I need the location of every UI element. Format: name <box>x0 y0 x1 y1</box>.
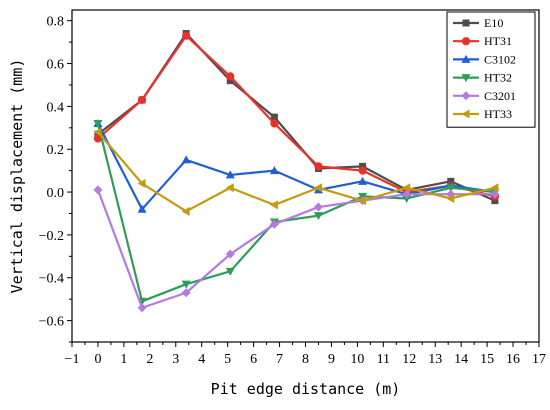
data-point-c3201 <box>137 303 147 313</box>
y-tick-label: 0.4 <box>47 100 65 115</box>
x-tick-label: −1 <box>65 352 80 367</box>
data-point-ht32 <box>313 212 323 221</box>
data-point-c3102 <box>358 176 368 185</box>
data-point-ht31 <box>358 166 367 175</box>
legend-marker-e10 <box>462 19 470 27</box>
y-tick-label: −0.4 <box>39 272 64 287</box>
x-tick-label: 15 <box>480 352 494 367</box>
legend-label-ht32: HT32 <box>484 71 512 85</box>
series-line-ht33 <box>97 131 496 213</box>
data-point-ht33 <box>313 183 322 193</box>
legend-box <box>446 11 536 128</box>
series-line-c3201 <box>96 189 495 309</box>
x-tick-label: 3 <box>172 352 179 367</box>
axes-layer: −1 0 1 2 3 4 5 6 7 8 9 10 11 12 13 14 15 16 17−0.6−0.4−0.2… <box>39 9 546 367</box>
series-e10 <box>94 30 499 205</box>
data-point-ht32 <box>446 184 456 193</box>
data-point-ht31 <box>270 119 279 128</box>
data-point-ht32 <box>93 120 103 129</box>
x-tick-label: 1 <box>120 352 127 367</box>
y-tick-label: 0.0 <box>47 186 65 201</box>
data-point-e10 <box>491 197 499 205</box>
data-point-c3201 <box>490 189 500 199</box>
data-point-ht33 <box>402 183 411 193</box>
legend-label-ht31: HT31 <box>484 34 512 48</box>
x-tick-label: 6 <box>250 352 257 367</box>
legend-marker-c3102 <box>461 54 471 63</box>
data-point-c3201 <box>269 219 279 229</box>
data-point-c3102 <box>225 170 235 179</box>
series-ht32 <box>93 120 500 306</box>
data-point-ht31 <box>93 134 103 143</box>
x-tick-label: 9 <box>328 352 335 367</box>
series-layer <box>93 30 500 313</box>
data-point-ht33 <box>269 200 278 210</box>
x-tick-label: 11 <box>377 352 390 367</box>
series-line-ht31 <box>97 34 496 198</box>
data-point-c3102 <box>137 204 147 213</box>
series-line-c3102 <box>96 123 496 211</box>
y-tick-label: 0.6 <box>47 58 65 73</box>
data-point-ht31 <box>182 31 191 40</box>
data-point-e10 <box>270 113 278 121</box>
legend-marker-ht33 <box>461 109 470 119</box>
data-point-ht32 <box>181 280 191 289</box>
y-axis-title: Vertical displacement (mm) <box>8 59 26 294</box>
data-point-c3102 <box>181 155 191 164</box>
legend-label-ht33: HT33 <box>484 107 512 121</box>
x-tick-label: 5 <box>224 352 231 367</box>
data-point-c3201 <box>402 189 412 199</box>
x-tick-label: 2 <box>146 352 153 367</box>
data-point-ht31 <box>137 95 147 105</box>
y-tick-label: 0.2 <box>47 143 65 158</box>
y-tick-label: 0.8 <box>47 15 65 30</box>
x-tick-label: 10 <box>350 352 364 367</box>
x-tick-label: 14 <box>454 352 468 367</box>
x-tick-label: 16 <box>506 352 520 367</box>
data-point-ht33 <box>225 183 234 193</box>
series-line-e10 <box>97 32 496 202</box>
data-point-ht33 <box>137 178 146 188</box>
series-ht31 <box>93 31 499 201</box>
y-tick-label: −0.2 <box>39 229 64 244</box>
x-tick-label: 8 <box>302 352 309 367</box>
data-point-e10 <box>226 77 234 85</box>
x-tick-label: 0 <box>94 352 101 367</box>
data-point-ht32 <box>225 267 235 276</box>
y-tick-label: −0.6 <box>39 315 64 330</box>
legend-marker-ht31 <box>461 37 471 46</box>
x-tick-label: 7 <box>276 352 283 367</box>
data-point-ht33 <box>490 183 499 193</box>
series-c3102 <box>93 119 500 213</box>
series-c3201 <box>93 185 500 313</box>
data-point-ht31 <box>314 162 323 171</box>
data-point-ht31 <box>226 72 235 81</box>
x-tick-label: 4 <box>198 352 205 367</box>
x-axis-title: Pit edge distance (m) <box>211 380 401 398</box>
data-point-ht33 <box>181 206 190 216</box>
legend-marker-c3201 <box>461 91 471 101</box>
x-tick-label: 13 <box>428 352 442 367</box>
series-ht33 <box>93 127 499 216</box>
data-point-c3201 <box>313 202 323 212</box>
data-point-ht33 <box>93 127 102 137</box>
x-tick-label: 12 <box>402 352 416 367</box>
x-tick-label: 17 <box>532 352 546 367</box>
data-point-c3201 <box>181 288 191 298</box>
legend-label-c3201: C3201 <box>484 89 516 103</box>
legend-label-c3102: C3102 <box>484 52 516 66</box>
data-point-ht33 <box>358 196 367 206</box>
data-point-e10 <box>359 162 367 170</box>
data-point-ht32 <box>402 194 412 203</box>
series-line-ht32 <box>96 123 496 303</box>
data-point-c3201 <box>93 185 103 195</box>
data-point-ht33 <box>446 193 455 203</box>
legend-marker-ht32 <box>461 74 471 83</box>
legend-label-e10: E10 <box>484 16 503 30</box>
legend: E10 HT31 C3102 HT32 C3201 HT33 <box>446 11 536 128</box>
data-point-c3201 <box>225 249 235 259</box>
data-point-c3102 <box>269 166 279 175</box>
